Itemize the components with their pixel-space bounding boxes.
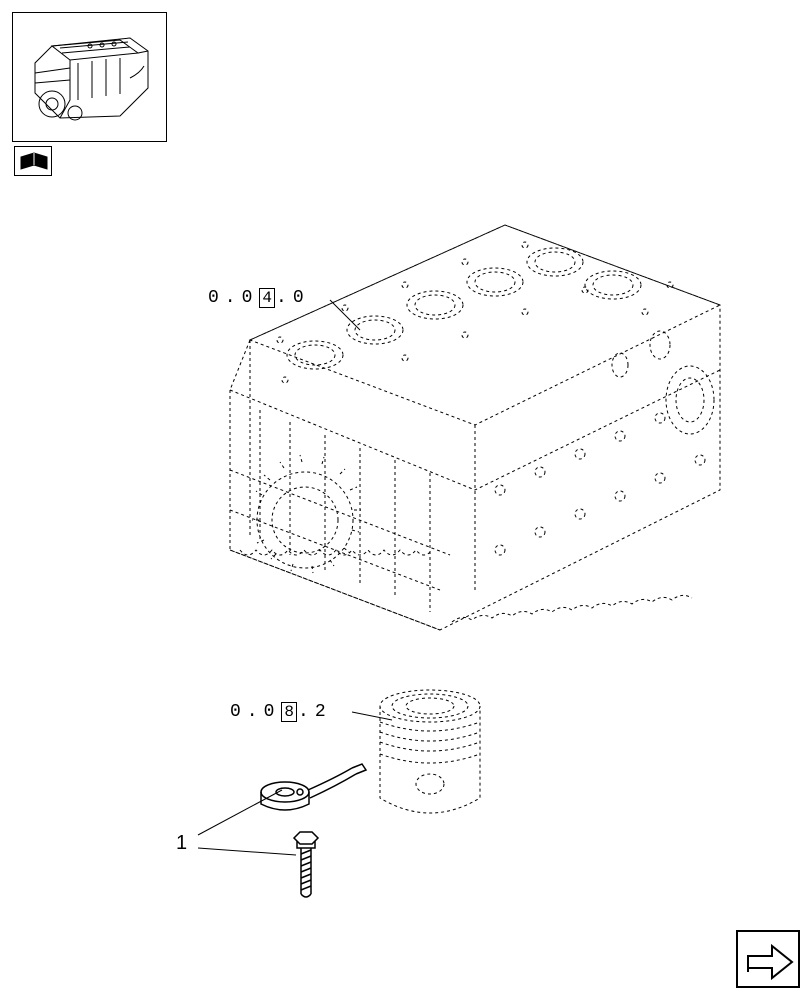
next-page-icon[interactable] (736, 930, 800, 988)
diagram-canvas: 0.04.0 0.08.2 (0, 0, 812, 1000)
leader-callout-1 (0, 0, 812, 1000)
